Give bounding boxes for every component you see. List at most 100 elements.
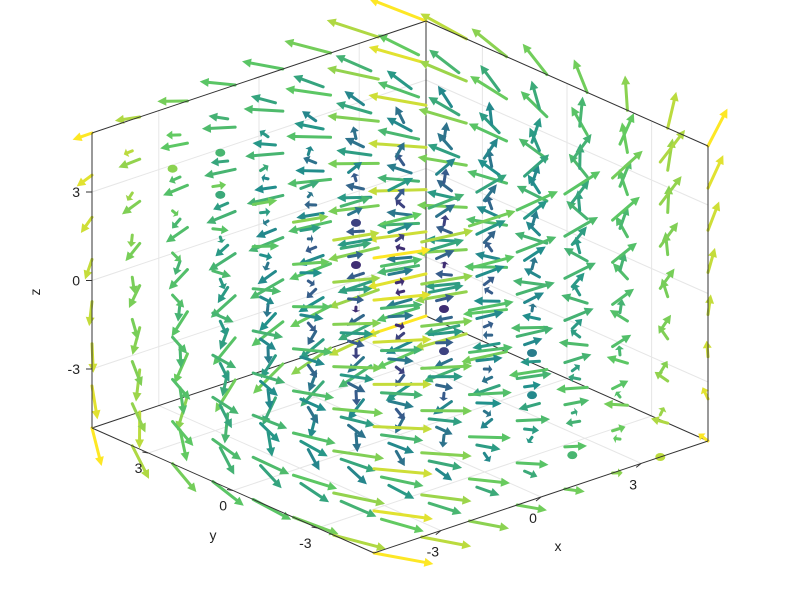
vector-arrow-shaft xyxy=(420,275,466,286)
vector-arrow xyxy=(210,157,230,167)
vector-arrow xyxy=(299,268,323,278)
vector-arrow-shaft xyxy=(303,211,325,218)
vector-arrow-shaft xyxy=(171,462,193,487)
vector-arrow xyxy=(440,261,449,269)
vector-arrow-shaft xyxy=(467,477,503,484)
vector-arrow xyxy=(658,129,686,164)
vector-arrow-shaft xyxy=(706,161,722,190)
vector-arrow-head xyxy=(199,77,210,87)
vector-arrow-head xyxy=(476,206,487,215)
vector-arrow xyxy=(435,158,456,176)
vector-arrow-head xyxy=(612,263,623,273)
vector-arrow-shaft xyxy=(658,135,682,164)
vector-arrow-shaft xyxy=(299,313,317,319)
vector-arrow-shaft xyxy=(332,232,373,242)
vector-arrow xyxy=(284,38,333,55)
vector-arrow xyxy=(467,388,512,398)
vector-arrow-head xyxy=(350,260,361,269)
vector-arrow xyxy=(327,65,380,81)
vector-arrow-shaft xyxy=(394,449,403,462)
vector-arrow xyxy=(347,381,366,393)
vector-arrow xyxy=(387,399,414,410)
vector-arrow xyxy=(475,354,503,364)
vector-arrow-shaft xyxy=(486,244,494,253)
vector-arrow-head xyxy=(568,373,575,383)
vector-arrow-shaft xyxy=(259,253,269,258)
vector-arrow xyxy=(527,391,538,400)
vector-arrow xyxy=(482,364,493,374)
vector-arrow-shaft xyxy=(334,115,380,123)
vector-arrow-shaft xyxy=(618,259,625,273)
vector-arrow-head xyxy=(364,329,374,339)
vector-arrow-head xyxy=(662,314,672,325)
vector-arrow xyxy=(337,237,373,249)
vector-arrow-head xyxy=(360,195,371,205)
vector-arrow-shaft xyxy=(515,283,548,296)
vector-arrow-shaft xyxy=(291,347,326,354)
vector-arrow-head xyxy=(295,166,305,176)
vector-arrow xyxy=(206,209,237,225)
vector-arrow-shaft xyxy=(218,319,226,331)
vector-arrow-shaft xyxy=(127,199,142,211)
vector-arrow-head xyxy=(453,372,463,382)
vector-arrow-head xyxy=(277,421,288,430)
vector-arrow-shaft xyxy=(171,377,186,395)
vector-arrow-shaft xyxy=(397,112,406,125)
vector-arrow xyxy=(570,180,590,204)
vector-arrow xyxy=(293,74,325,89)
vector-arrow xyxy=(251,320,285,347)
vector-arrow-head xyxy=(574,318,583,327)
vector-arrow-head xyxy=(500,477,511,487)
vector-arrow xyxy=(702,340,712,359)
vector-arrow-shaft xyxy=(263,219,270,225)
vector-arrow-shaft xyxy=(525,401,541,409)
vector-arrow-shaft xyxy=(352,185,365,191)
vector-arrow-head xyxy=(439,305,450,314)
vector-arrow-head xyxy=(125,251,135,262)
vector-arrow-shaft xyxy=(387,225,407,234)
vector-arrow-shaft xyxy=(379,475,417,486)
vector-arrow-shaft xyxy=(426,16,468,41)
vector-arrow-shaft xyxy=(397,373,406,384)
vector-arrow-shaft xyxy=(372,293,424,302)
vector-arrow-shaft xyxy=(482,409,490,416)
vector-arrow xyxy=(435,338,454,348)
vector-arrow-head xyxy=(266,447,276,457)
vector-arrow-head xyxy=(397,188,405,196)
vector-arrow-head xyxy=(319,493,330,503)
vector-arrow-shaft xyxy=(394,323,403,328)
vector-arrow xyxy=(160,141,189,152)
vector-arrow-head xyxy=(480,64,490,75)
vector-arrow-shaft xyxy=(427,240,457,252)
vector-arrow xyxy=(614,391,622,399)
vector-arrow xyxy=(420,13,468,41)
vector-arrow-head xyxy=(413,345,423,355)
vector-arrow-head xyxy=(311,234,314,244)
vector-arrow-shaft xyxy=(658,409,664,417)
vector-arrow-shaft xyxy=(515,373,545,381)
vector-arrow xyxy=(299,312,324,322)
vector-arrow-head xyxy=(621,75,631,85)
vector-arrow-shaft xyxy=(209,125,237,130)
vector-arrow-head xyxy=(413,390,424,400)
vector-arrow-head xyxy=(669,222,679,233)
vector-arrow-head xyxy=(322,302,332,312)
vector-arrow-shaft xyxy=(523,469,534,476)
vector-arrow-shaft xyxy=(211,183,222,189)
vector-arrow xyxy=(118,157,142,169)
vector-arrow-head xyxy=(573,59,582,70)
vector-arrow-shaft xyxy=(263,269,277,281)
vector-arrow-head xyxy=(496,174,507,183)
x-tick xyxy=(535,496,542,502)
vector-arrow-head xyxy=(428,97,439,106)
vector-arrow-shaft xyxy=(393,297,413,306)
vector-arrow xyxy=(387,311,414,321)
vector-arrow-shaft xyxy=(482,451,489,460)
vector-arrow-shaft xyxy=(393,255,413,261)
vector-arrow-head xyxy=(518,138,529,148)
vector-arrow-head xyxy=(422,379,432,389)
vector-arrow-shaft xyxy=(387,399,407,407)
vector-arrow-head xyxy=(535,246,546,256)
vector-arrow-shaft xyxy=(339,331,366,336)
vector-arrow xyxy=(467,254,515,270)
